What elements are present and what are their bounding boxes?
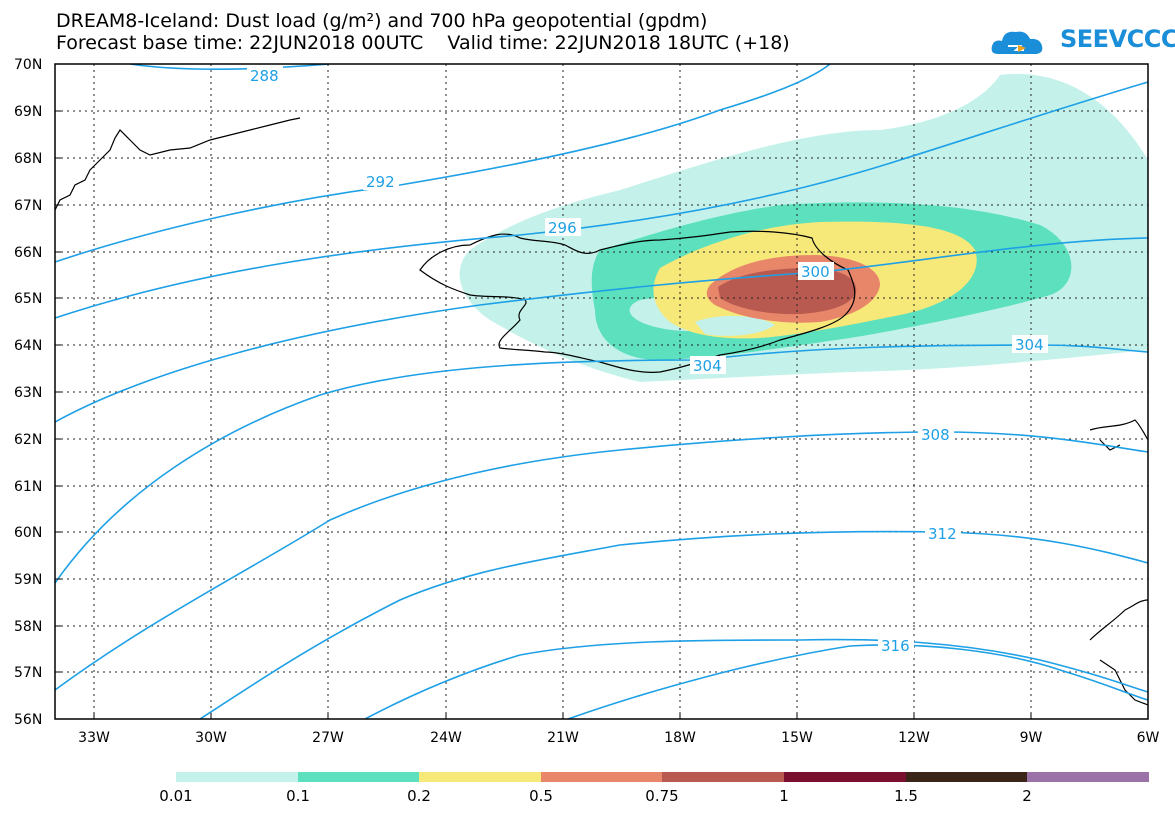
legend-label: 1.5	[894, 787, 918, 805]
lat-label: 63N	[14, 385, 42, 401]
legend-swatch	[419, 772, 541, 782]
norway-coast-north	[1089, 419, 1148, 451]
lon-label: 24W	[430, 730, 462, 746]
legend-label: 0.75	[645, 787, 678, 805]
lat-label: 60N	[14, 525, 42, 541]
contour-304	[55, 344, 1148, 584]
lat-label: 64N	[14, 338, 42, 354]
dust-level-0.2-hole	[695, 315, 775, 336]
contour-300	[55, 237, 1148, 423]
lon-label: 33W	[78, 730, 110, 746]
latitude-labels: 70N 69N 68N 67N 66N 65N 64N 63N 62N 61N …	[14, 57, 42, 728]
lat-label: 61N	[14, 479, 42, 495]
iceland-coast	[419, 230, 856, 373]
contour-label-308: 308	[921, 426, 950, 444]
lat-label: 67N	[14, 198, 42, 214]
lat-label: 57N	[14, 665, 42, 681]
contour-labels: 288 292 296 300 304 304 308 312 316	[247, 66, 1048, 655]
legend-swatch	[298, 772, 419, 782]
lon-label: 12W	[898, 730, 930, 746]
dust-load-shading	[459, 73, 1148, 382]
legend-label: 0.5	[529, 787, 553, 805]
lat-label: 59N	[14, 572, 42, 588]
lon-label: 21W	[547, 730, 579, 746]
contour-label-292: 292	[366, 173, 395, 191]
lat-label: 66N	[14, 245, 42, 261]
lat-label: 69N	[14, 104, 42, 120]
color-legend: 0.01 0.1 0.2 0.5 0.75 1 1.5 2	[159, 772, 1149, 805]
grid-lines	[55, 64, 1148, 719]
map-title: DREAM8-Iceland: Dust load (g/m²) and 700…	[56, 10, 708, 32]
legend-swatch	[784, 772, 906, 782]
lon-label: 15W	[781, 730, 813, 746]
contour-label-296: 296	[548, 219, 577, 237]
legend-swatch	[176, 772, 298, 782]
contour-label-312: 312	[928, 525, 957, 543]
legend-label: 0.2	[407, 787, 431, 805]
legend-swatch	[906, 772, 1027, 782]
lon-label: 6W	[1137, 730, 1160, 746]
legend-label: 0.1	[286, 787, 310, 805]
contour-label-304-east: 304	[1015, 336, 1044, 354]
contour-292	[55, 64, 831, 263]
scotland-coast	[1089, 599, 1148, 706]
legend-label: 1	[779, 787, 789, 805]
contour-label-288: 288	[250, 67, 279, 85]
contour-label-304-west: 304	[693, 357, 722, 375]
tick-marks	[55, 63, 1032, 719]
greenland-coast	[55, 117, 301, 211]
legend-label: 2	[1022, 787, 1032, 805]
lon-label: 30W	[195, 730, 227, 746]
lat-label: 68N	[14, 151, 42, 167]
legend-swatch	[541, 772, 662, 782]
contour-label-300: 300	[801, 263, 830, 281]
lat-label: 65N	[14, 291, 42, 307]
contour-288	[129, 64, 331, 71]
legend-swatch	[662, 772, 784, 782]
cloud-icon	[991, 31, 1043, 54]
lon-label: 9W	[1020, 730, 1043, 746]
legend-label: 0.01	[159, 787, 192, 805]
lat-label: 56N	[14, 712, 42, 728]
map-subtitle: Forecast base time: 22JUN2018 00UTC Vali…	[56, 32, 790, 54]
lat-label: 58N	[14, 619, 42, 635]
lat-label: 70N	[14, 57, 42, 73]
lon-label: 18W	[664, 730, 696, 746]
longitude-labels: 33W 30W 27W 24W 21W 18W 15W 12W 9W 6W	[78, 730, 1159, 746]
contour-308	[55, 431, 1148, 691]
lat-label: 62N	[14, 432, 42, 448]
lon-label: 27W	[312, 730, 344, 746]
geopotential-contours	[55, 64, 1148, 719]
contour-316	[364, 638, 1148, 719]
contour-296	[55, 81, 1148, 319]
logo-text: SEEVCCC	[1060, 25, 1175, 53]
legend-swatch	[1027, 772, 1149, 782]
contour-312	[199, 530, 1148, 719]
contour-label-316: 316	[881, 637, 910, 655]
contour-320	[567, 644, 1148, 719]
